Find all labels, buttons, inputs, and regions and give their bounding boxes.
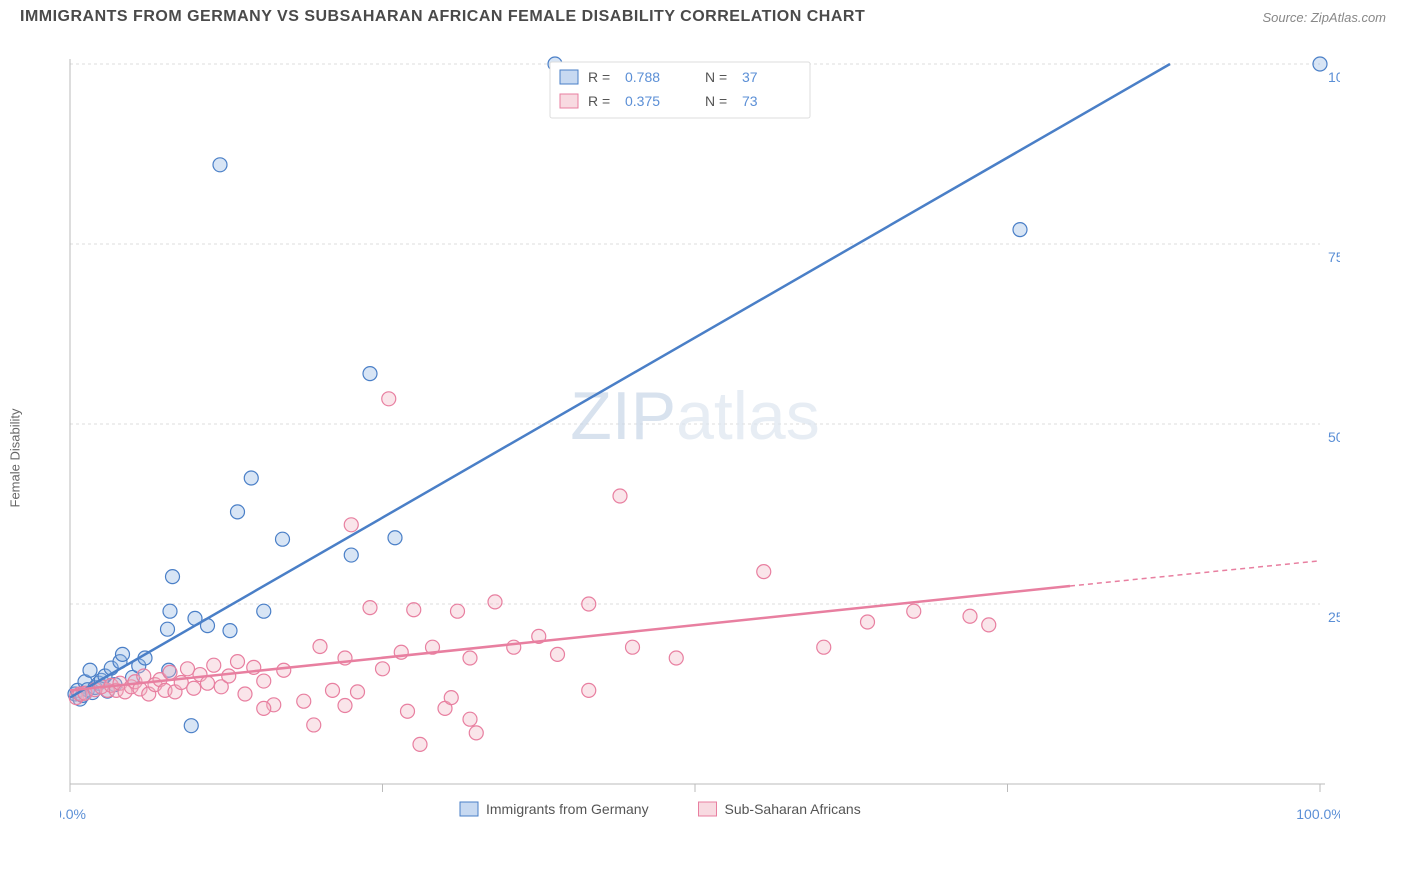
data-point: [757, 565, 771, 579]
legend-swatch: [560, 94, 578, 108]
data-point: [1313, 57, 1327, 71]
data-point: [231, 505, 245, 519]
data-point: [507, 640, 521, 654]
data-point: [982, 618, 996, 632]
data-point: [613, 489, 627, 503]
legend-swatch: [460, 802, 478, 816]
data-point: [388, 531, 402, 545]
legend-n-value: 37: [742, 69, 758, 85]
chart-container: Female Disability 25.0%50.0%75.0%100.0%Z…: [20, 44, 1386, 872]
scatter-plot: 25.0% 50.0% 75.0% 100.0% ZIPatlas 0.0% 100.0% R…: [60, 44, 1340, 824]
data-point: [163, 665, 177, 679]
data-point: [363, 601, 377, 615]
data-point: [407, 603, 421, 617]
data-point: [376, 662, 390, 676]
y-tick-label: 50.0%: [1328, 429, 1340, 445]
data-point: [582, 597, 596, 611]
y-tick-label: 75.0%: [1328, 249, 1340, 265]
data-point: [582, 683, 596, 697]
data-point: [313, 639, 327, 653]
watermark: ZIPatlas: [570, 378, 819, 454]
data-point: [669, 651, 683, 665]
legend-r-value: 0.788: [625, 69, 660, 85]
data-point: [163, 604, 177, 618]
data-point: [116, 647, 130, 661]
trendline: [70, 64, 1170, 698]
data-point: [181, 662, 195, 676]
data-point: [382, 392, 396, 406]
data-point: [463, 712, 477, 726]
data-point: [223, 624, 237, 638]
legend-series-name: Immigrants from Germany: [486, 801, 649, 817]
data-point: [626, 640, 640, 654]
data-point: [338, 699, 352, 713]
trendline: [70, 586, 1070, 690]
data-point: [244, 471, 258, 485]
legend-r-label: R =: [588, 93, 610, 109]
data-point: [276, 532, 290, 546]
data-point: [238, 687, 252, 701]
data-point: [257, 701, 271, 715]
legend-r-value: 0.375: [625, 93, 660, 109]
data-point: [326, 683, 340, 697]
data-point: [257, 674, 271, 688]
data-point: [817, 640, 831, 654]
x-tick-label: 0.0%: [60, 806, 86, 822]
data-point: [463, 651, 477, 665]
data-point: [201, 676, 215, 690]
data-point: [222, 669, 236, 683]
chart-title: IMMIGRANTS FROM GERMANY VS SUBSAHARAN AF…: [20, 8, 865, 26]
x-tick-label: 100.0%: [1296, 806, 1340, 822]
data-point: [277, 663, 291, 677]
legend-n-label: N =: [705, 93, 727, 109]
data-point: [351, 685, 365, 699]
legend-r-label: R =: [588, 69, 610, 85]
data-point: [1013, 223, 1027, 237]
data-point: [166, 570, 180, 584]
y-tick-label: 100.0%: [1328, 69, 1340, 85]
data-point: [444, 691, 458, 705]
data-point: [488, 595, 502, 609]
y-tick-label: 25.0%: [1328, 609, 1340, 625]
data-point: [963, 609, 977, 623]
data-point: [469, 726, 483, 740]
legend-swatch: [699, 802, 717, 816]
data-point: [213, 158, 227, 172]
data-point: [363, 367, 377, 381]
data-point: [451, 604, 465, 618]
legend-swatch: [560, 70, 578, 84]
data-point: [207, 658, 221, 672]
data-point: [907, 604, 921, 618]
data-point: [184, 719, 198, 733]
legend-n-value: 73: [742, 93, 758, 109]
data-point: [161, 622, 175, 636]
data-point: [257, 604, 271, 618]
data-point: [401, 704, 415, 718]
data-point: [344, 548, 358, 562]
data-point: [83, 663, 97, 677]
y-axis-label: Female Disability: [8, 409, 23, 508]
data-point: [551, 647, 565, 661]
data-point: [413, 737, 427, 751]
legend-n-label: N =: [705, 69, 727, 85]
data-point: [187, 681, 201, 695]
data-point: [307, 718, 321, 732]
data-point: [861, 615, 875, 629]
source-label: Source: ZipAtlas.com: [1262, 10, 1386, 25]
legend-series-name: Sub-Saharan Africans: [725, 801, 861, 817]
trendline-extension: [1070, 561, 1320, 586]
data-point: [231, 655, 245, 669]
data-point: [297, 694, 311, 708]
data-point: [344, 518, 358, 532]
